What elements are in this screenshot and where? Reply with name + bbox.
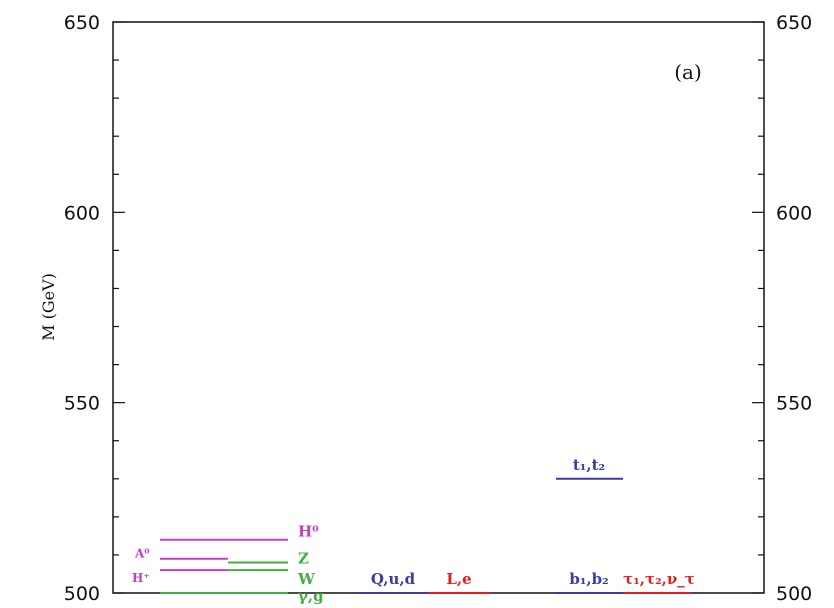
- level-label: γ,g: [298, 587, 324, 605]
- level-label: H⁺: [132, 571, 150, 585]
- level-label: τ₁,τ₂,ν_τ: [623, 570, 695, 588]
- y-axis-tick-labels-left: 500 550 600 650: [64, 12, 100, 605]
- y-tick-label-left: 600: [64, 202, 100, 224]
- y-tick-label-right: 550: [776, 393, 812, 415]
- level-label: W: [297, 570, 316, 588]
- y-axis-tick-labels-right: 500 550 600 650: [776, 12, 812, 605]
- plot-frame: [112, 21, 765, 594]
- y-tick-label-left: 500: [64, 583, 100, 605]
- mass-levels: H⁰ A⁰ H⁺ ZWγ,g Q,u,d L,e t₁,t₂ b₁,b₂ τ₁,τ₂,ν_τ: [132, 456, 695, 605]
- y-tick-label-right: 650: [776, 12, 812, 34]
- y-tick-label-left: 650: [64, 12, 100, 34]
- level-label: b₁,b₂: [569, 570, 608, 588]
- y-axis-title: M (GeV): [39, 273, 58, 341]
- y-tick-label-right: 600: [776, 202, 812, 224]
- level-label: A⁰: [134, 547, 150, 561]
- level-label: Z: [298, 550, 309, 568]
- level-label: L,e: [446, 570, 471, 588]
- panel-label: (a): [674, 60, 702, 84]
- level-label: t₁,t₂: [573, 456, 605, 474]
- level-label: Q,u,d: [371, 570, 416, 588]
- y-axis-ticks: [113, 21, 764, 594]
- y-tick-label-left: 550: [64, 393, 100, 415]
- y-tick-label-right: 500: [776, 583, 812, 605]
- level-label: H⁰: [298, 523, 319, 541]
